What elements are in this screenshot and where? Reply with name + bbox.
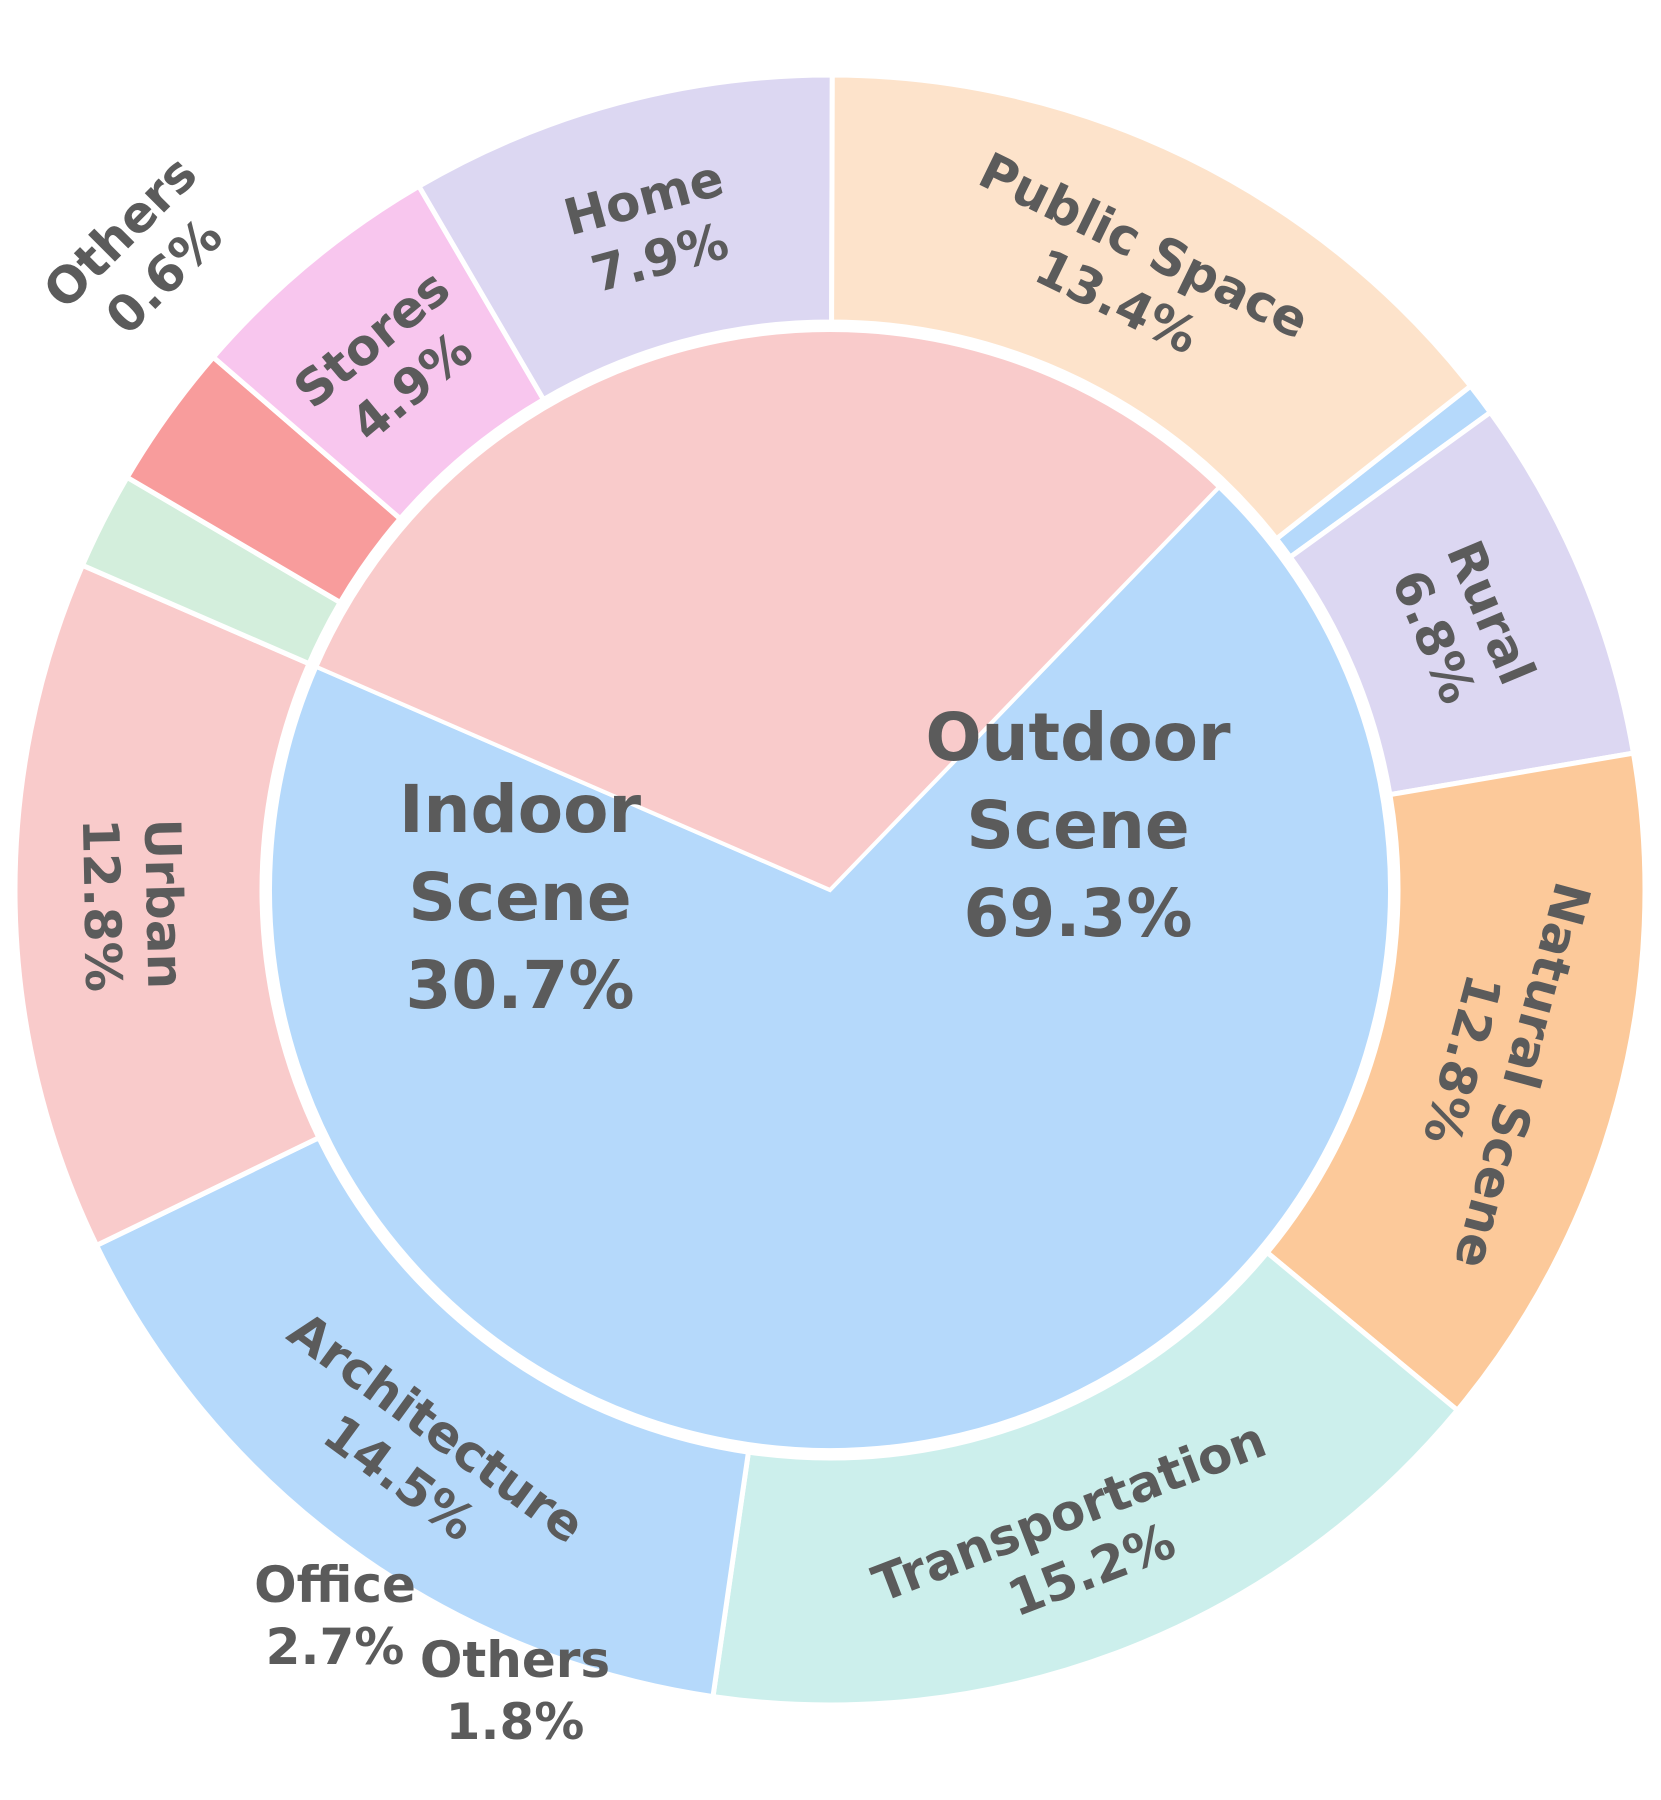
inner-slice-outdoor-scene: [268, 484, 1392, 1452]
label-urban: Urban12.8%: [71, 817, 195, 993]
inner-slice-indoor-scene: [313, 328, 1222, 893]
outer-slice-natural-scene: [1263, 750, 1648, 1414]
label-outdoor-scene: Outdoor Scene 69.3%: [925, 699, 1231, 952]
label-others-indoor: Others 1.8%: [420, 1631, 610, 1751]
label-indoor-scene: Indoor Scene 30.7%: [399, 771, 641, 1024]
svg-text:Urban12.8%: Urban12.8%: [71, 817, 195, 993]
outer-ring: [12, 72, 1648, 1708]
svg-text:Others0.6%: Others0.6%: [33, 145, 252, 364]
outer-slice-transportation: [710, 1249, 1461, 1708]
outer-slice-public-space: [829, 72, 1475, 543]
outer-slice-urban: [12, 561, 323, 1249]
outer-slice-architecture: [93, 1134, 752, 1700]
label-others-outdoor: Others0.6%: [33, 145, 252, 364]
label-office: Office 2.7%: [254, 1556, 416, 1676]
inner-ring: [268, 328, 1392, 1452]
